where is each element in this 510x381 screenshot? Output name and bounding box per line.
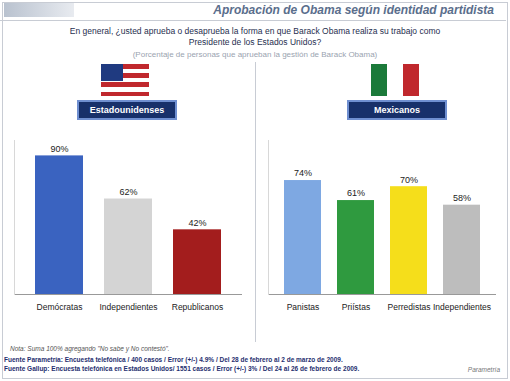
- svg-text:42%: 42%: [188, 218, 206, 228]
- html-text:Aprobación de Obama según iden: Aprobación de Obama según identidad part…: [213, 3, 494, 17]
- svg-text:Independientes: Independientes: [433, 302, 491, 312]
- svg-text:70%: 70%: [400, 175, 418, 185]
- html-text:Fuente Gallup: Encuesta telefó: Fuente Gallup: Encuesta telefónica en Es…: [4, 365, 360, 372]
- svg-text:62%: 62%: [119, 187, 137, 197]
- html-text:(Porcentaje de personas que ap: (Porcentaje de personas que aprueban la …: [132, 50, 378, 59]
- html-text:Estadounidenses: Estadounidenses: [89, 105, 165, 115]
- svg-text:90%: 90%: [50, 144, 68, 154]
- svg-text:74%: 74%: [294, 168, 312, 178]
- svg-text:58%: 58%: [453, 193, 471, 203]
- html-text:Parametría: Parametría: [467, 366, 500, 373]
- html-text:Nota: Suma 100% agregando "No: Nota: Suma 100% agregando "No sabe y No …: [10, 345, 170, 352]
- html-text:Fuente Parametría: Encuesta te: Fuente Parametría: Encuesta telefónica /…: [4, 356, 343, 363]
- svg-text:Perredistas: Perredistas: [388, 302, 431, 312]
- svg-text:Demócratas: Demócratas: [37, 302, 83, 312]
- html-text:Mexicanos: Mexicanos: [374, 105, 420, 115]
- svg-text:Panistas: Panistas: [287, 302, 320, 312]
- svg-text:Priístas: Priístas: [342, 302, 370, 312]
- svg-text:Republicanos: Republicanos: [172, 302, 224, 312]
- html-text:En general, ¿usted aprueba o d: En general, ¿usted aprueba o desaprueba …: [69, 26, 441, 47]
- svg-text:61%: 61%: [347, 188, 365, 198]
- svg-text:Independientes: Independientes: [99, 302, 157, 312]
